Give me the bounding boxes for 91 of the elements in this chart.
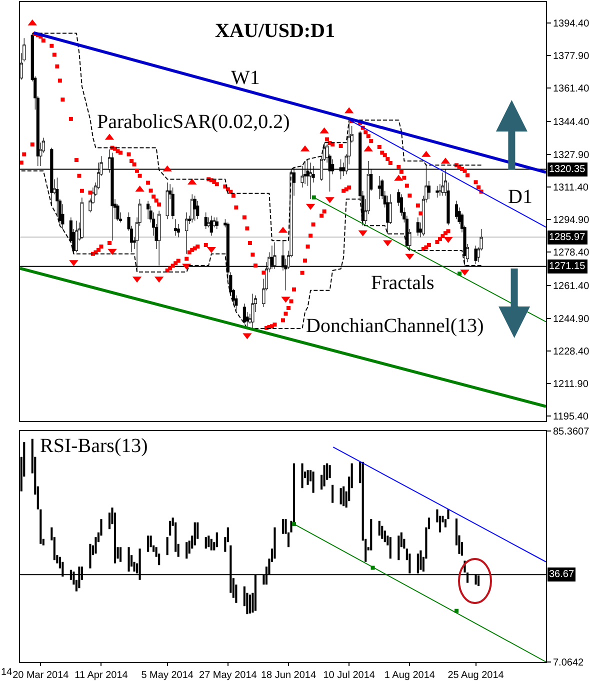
candlestick (378, 176, 381, 200)
ref-line-label: 1271.15 (549, 261, 586, 272)
bar (340, 488, 342, 504)
candlestick (251, 293, 254, 329)
bar (282, 519, 284, 534)
x-tick-label: 1 Aug 2014 (384, 670, 436, 681)
point (458, 272, 462, 276)
y-tick-label: 1278.40 (553, 248, 590, 259)
candlestick (185, 212, 188, 254)
ref-line-label: 1285.97 (549, 232, 586, 243)
bar (342, 486, 345, 506)
bar (447, 509, 450, 520)
candlestick (166, 182, 169, 220)
bar (420, 550, 422, 570)
x-tick-label: 18 Jun 2014 (260, 670, 316, 681)
ref-line-label: 36.67 (549, 569, 574, 580)
bar (216, 532, 218, 548)
bar (274, 527, 276, 559)
bar (169, 520, 172, 536)
annotation: DonchianChannel(13) (306, 315, 484, 337)
bar (186, 542, 188, 559)
y-tick-label: 85.3607 (553, 426, 590, 438)
y-tick-label: 1294.90 (553, 215, 590, 226)
bar (204, 537, 207, 549)
bar (208, 536, 210, 548)
point (370, 566, 375, 570)
bar (398, 536, 400, 560)
candlestick (193, 195, 196, 221)
y-tick-label: 1394.40 (553, 18, 590, 30)
candlestick (210, 215, 213, 236)
bar (89, 544, 92, 568)
candlestick (74, 220, 78, 253)
candlestick (474, 245, 478, 264)
bar (370, 519, 372, 550)
candlestick (204, 212, 208, 230)
bar (301, 463, 304, 488)
bar (166, 537, 168, 556)
x-tick-label: 20 Mar 2014 (12, 670, 70, 681)
y-tick-label: 1327.90 (553, 150, 590, 161)
candlestick (436, 186, 439, 198)
candlestick (80, 197, 84, 240)
bar (389, 537, 392, 559)
x-tick-label: 5 May 2014 (141, 670, 194, 681)
bar (306, 470, 309, 485)
x-tick-label: 27 May 2014 (199, 670, 258, 681)
bar (40, 509, 42, 544)
y-tick-label: 1211.90 (553, 378, 589, 390)
bar (378, 520, 380, 536)
x-tick-label: 10 Jul 2014 (323, 670, 376, 681)
bar (323, 465, 326, 486)
y-tick-label: 1311.40 (553, 182, 589, 194)
point (312, 195, 316, 200)
candlestick (441, 172, 444, 196)
bar (312, 472, 314, 493)
x-tick-label: 25 Aug 2014 (448, 670, 504, 681)
bar (128, 547, 130, 572)
y-tick-label: 1377.90 (553, 51, 590, 62)
bar (328, 465, 331, 478)
point (292, 522, 296, 526)
text: 14 (1, 667, 13, 678)
candlestick (146, 200, 150, 220)
candlestick (174, 218, 178, 236)
bar (332, 484, 334, 503)
annotation: W1 (231, 67, 260, 89)
bar (147, 536, 150, 552)
ref-line-label: 1320.35 (549, 164, 586, 175)
bar (194, 522, 196, 546)
y-tick-label: 1344.40 (553, 117, 590, 128)
annotation: Fractals (371, 272, 435, 294)
bar (210, 538, 212, 550)
candlestick (190, 194, 194, 223)
candlestick (386, 195, 390, 234)
bar (248, 594, 251, 614)
candlestick (171, 187, 174, 220)
candlestick (215, 217, 218, 230)
candlestick (242, 303, 246, 324)
y-tick-label: 7.0642 (553, 658, 584, 668)
candlestick (416, 217, 420, 236)
bar (444, 519, 447, 528)
y-tick-label: 1244.90 (553, 314, 590, 325)
x-tick-label: 11 Apr 2014 (74, 670, 128, 681)
annotation: ParabolicSAR(0.02,0.2) (97, 111, 290, 133)
annotation: RSI-Bars(13) (40, 435, 148, 457)
y-tick-label: 1261.40 (553, 281, 590, 292)
y-tick-label: 1195.40 (553, 412, 589, 423)
y-tick-label: 1361.40 (553, 84, 590, 95)
text: XAU/USD:D1 (215, 20, 335, 42)
bar (119, 547, 122, 562)
y-tick-label: 1228.40 (553, 346, 590, 358)
annotation: D1 (508, 186, 532, 208)
point (454, 608, 458, 613)
